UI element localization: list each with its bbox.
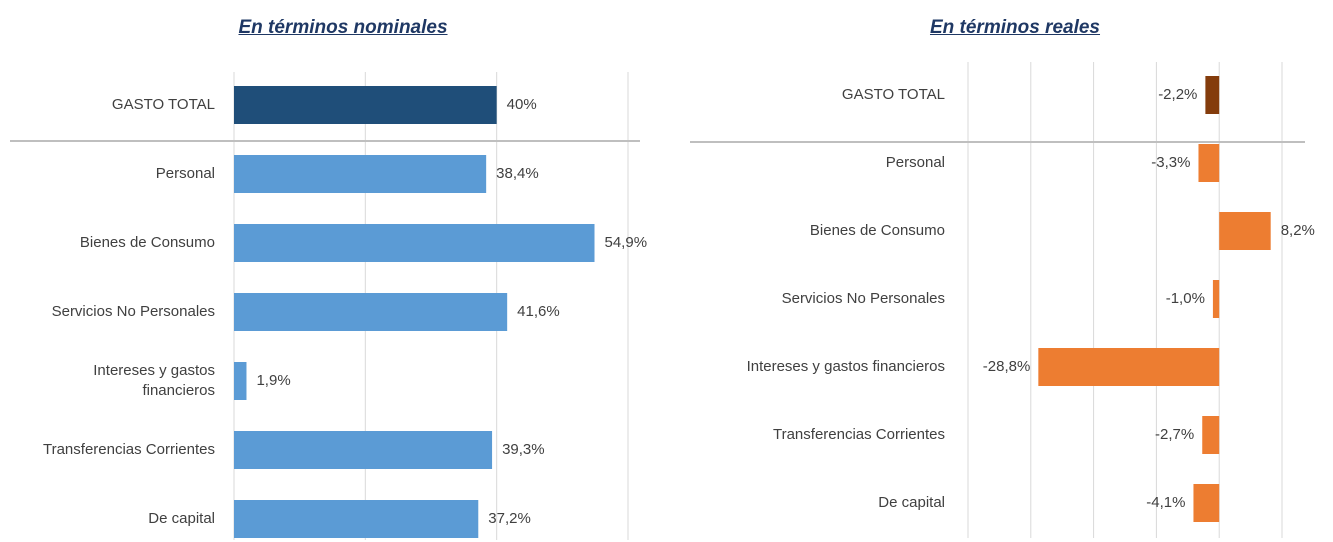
value-label: -28,8% [982,357,1031,375]
bar [1205,76,1220,114]
bar [234,431,493,469]
bar [1219,212,1271,250]
value-label: -3,3% [1151,153,1191,171]
value-label: 1,9% [256,371,291,389]
bar [1193,484,1220,522]
value-label: -2,2% [1158,85,1198,103]
category-label: Transferencias Corrientes [42,440,215,458]
category-label: De capital [148,509,215,527]
bar [234,293,508,331]
bar [234,86,497,124]
value-label: 41,6% [517,302,560,320]
bar [234,224,595,262]
value-label: 54,9% [604,233,648,251]
category-label: De capital [878,493,945,511]
value-label: 39,3% [502,440,545,458]
value-label: -4,1% [1146,493,1186,511]
category-label: Bienes de Consumo [809,221,945,239]
value-label: -1,0% [1165,289,1205,307]
category-label: Intereses y gastos financieros [746,357,945,375]
category-label: Personal [885,153,945,171]
bar [1212,280,1220,318]
value-label: -2,7% [1155,425,1195,443]
bar [234,155,487,193]
value-label: 40% [506,95,537,113]
category-label: Transferencias Corrientes [772,425,945,443]
category-label: Personal [155,164,215,182]
category-label: Servicios No Personales [51,302,215,320]
chart-title: En términos reales [929,17,1101,38]
category-label: Intereses y gastos financieros [93,361,215,399]
value-label: 37,2% [488,509,531,527]
bar [234,362,247,400]
bar [234,500,479,538]
value-label: 38,4% [496,164,539,182]
category-label: GASTO TOTAL [111,95,215,113]
bar [1198,144,1220,182]
chart-title: En términos nominales [238,17,448,38]
value-label: 8,2% [1280,221,1315,239]
bar [1202,416,1220,454]
bar [1038,348,1220,386]
category-label: GASTO TOTAL [841,85,945,103]
category-label: Servicios No Personales [781,289,945,307]
category-label: Bienes de Consumo [79,233,215,251]
